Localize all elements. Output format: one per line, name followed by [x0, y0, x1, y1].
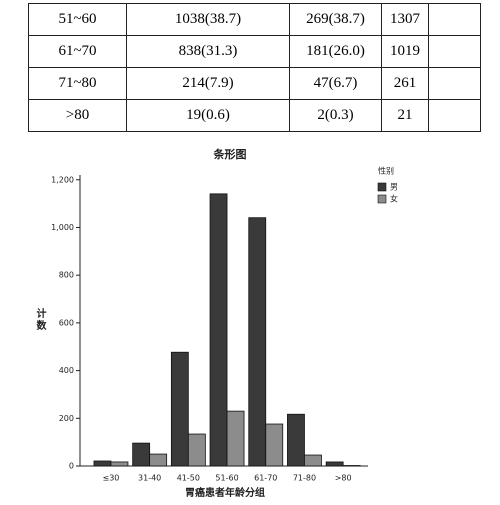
table-cell — [428, 67, 481, 100]
table-cell: 47(6.7) — [289, 67, 382, 100]
y-tick-label: 800 — [59, 271, 74, 280]
table-cell — [428, 35, 481, 68]
bar — [325, 461, 344, 467]
legend-swatch — [377, 194, 387, 204]
x-tick-label: 61-70 — [254, 474, 277, 483]
y-tick-label: 200 — [59, 414, 74, 423]
table-cell: 838(31.3) — [126, 35, 290, 68]
table-row: >80 19(0.6) 2(0.3) 21 — [28, 99, 481, 132]
table-cell: 269(38.7) — [289, 3, 382, 36]
y-tick-label: 400 — [59, 366, 74, 375]
table-row: 71~80 214(7.9) 47(6.7) 261 — [28, 67, 481, 100]
y-tick-label: 1,000 — [51, 223, 74, 232]
table-cell: >80 — [28, 99, 127, 132]
x-axis-label: 胃癌患者年龄分组 — [185, 486, 265, 499]
y-axis-label: 计数 — [34, 307, 46, 332]
y-tick-label: 600 — [59, 318, 74, 327]
legend-swatch — [377, 182, 387, 192]
x-tick-label: 71-80 — [293, 474, 316, 483]
x-tick-label: >80 — [335, 474, 352, 483]
x-tick-label: 31-40 — [138, 474, 161, 483]
x-tick-label: 51-60 — [215, 474, 238, 483]
table-cell — [428, 3, 481, 36]
table-cell: 2(0.3) — [289, 99, 382, 132]
table-cell: 1038(38.7) — [126, 3, 290, 36]
bar — [110, 461, 129, 467]
bar — [149, 453, 168, 467]
bar — [248, 217, 267, 467]
table-cell: 19(0.6) — [126, 99, 290, 132]
table-cell: 1307 — [381, 3, 429, 36]
data-table: 51~60 1038(38.7) 269(38.7) 1307 61~70 838(31.… — [28, 3, 481, 132]
bar — [265, 423, 284, 467]
bar — [304, 454, 322, 467]
y-tick-label: 1,200 — [51, 175, 74, 184]
table-cell: 71~80 — [28, 67, 127, 100]
table-row: 51~60 1038(38.7) 269(38.7) 1307 — [28, 3, 481, 36]
bar — [226, 410, 245, 467]
bar — [287, 413, 305, 467]
table-body: 51~60 1038(38.7) 269(38.7) 1307 61~70 838(31.… — [28, 3, 481, 132]
x-tick-label: 41-50 — [177, 474, 200, 483]
bar — [93, 460, 112, 467]
legend-label: 男 — [390, 183, 398, 192]
chart-title: 条形图 — [213, 147, 247, 161]
bar — [209, 193, 228, 467]
table-cell: 261 — [381, 67, 429, 100]
table-row: 61~70 838(31.3) 181(26.0) 1019 — [28, 35, 481, 68]
legend-title: 性别 — [378, 166, 394, 176]
y-tick-label: 0 — [69, 462, 74, 471]
chart: 条形图 性别 胃癌患者年龄分组 计数 0 200 400 600 800 1,000 1,2… — [34, 147, 398, 499]
table-cell: 214(7.9) — [126, 67, 290, 100]
table-cell: 1019 — [381, 35, 429, 68]
x-tick-label: ≤30 — [103, 474, 120, 483]
legend-label: 女 — [390, 194, 398, 204]
table-cell — [428, 99, 481, 132]
bar — [170, 351, 189, 467]
table-cell: 21 — [381, 99, 429, 132]
bar — [187, 433, 206, 467]
table-cell: 61~70 — [28, 35, 127, 68]
bar — [132, 442, 151, 467]
table-cell: 51~60 — [28, 3, 127, 36]
table-cell: 181(26.0) — [289, 35, 382, 68]
